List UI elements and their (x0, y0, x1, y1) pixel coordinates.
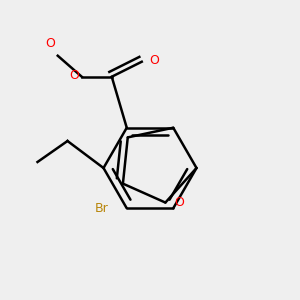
Text: O: O (149, 54, 159, 67)
Text: Br: Br (95, 202, 109, 215)
Text: O: O (69, 69, 79, 82)
Text: O: O (174, 196, 184, 209)
Text: O: O (45, 37, 55, 50)
